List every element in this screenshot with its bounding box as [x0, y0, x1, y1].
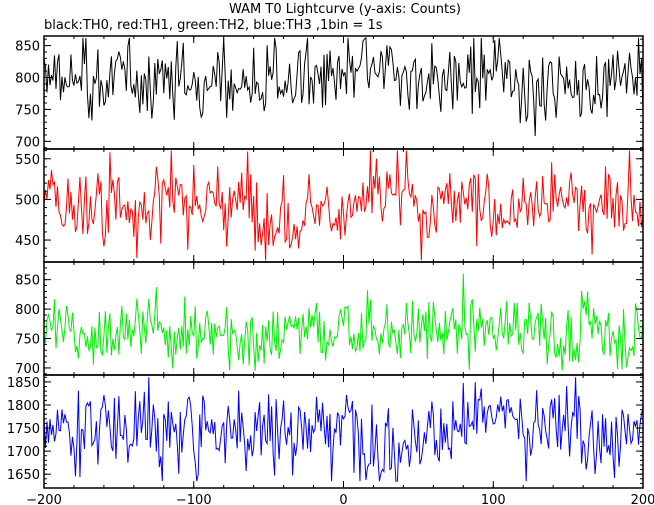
y-tick-label: 850 [15, 40, 40, 55]
x-tick-label: 100 [481, 493, 506, 505]
series-line-th1 [44, 150, 643, 261]
x-tick-label: −100 [176, 493, 212, 505]
chart-subtitle: black:TH0, red:TH1, green:TH2, blue:TH3 … [44, 18, 383, 33]
panel-th1: 450 500 550 [15, 148, 644, 263]
y-tick-label: 750 [15, 103, 40, 118]
x-tick-label: 0 [339, 493, 347, 505]
panel-th2: 700 750 800 850 [15, 261, 644, 377]
y-tick-label: 450 [15, 234, 40, 249]
series-line-th0 [44, 37, 643, 136]
x-tick-label: −200 [26, 493, 62, 505]
panels: 700 750 800 850 450 500 550 700 750 800 850 1650 170… [7, 35, 654, 505]
y-tick-label: 1850 [7, 376, 40, 391]
series-line-th2 [44, 273, 643, 371]
y-tick-label: 750 [15, 333, 40, 348]
y-tick-label: 800 [15, 303, 40, 318]
y-tick-label: 1750 [7, 422, 40, 437]
panel-th3: 1650 1700 1750 1800 1850 [7, 374, 644, 489]
x-tick-label: 200 [631, 493, 654, 505]
y-tick-label: 1700 [7, 445, 40, 460]
series-line-th3 [44, 377, 643, 482]
y-tick-label: 700 [15, 135, 40, 150]
y-tick-label: 1650 [7, 468, 40, 483]
y-tick-label: 850 [15, 274, 40, 289]
y-tick-label: 500 [15, 193, 40, 208]
chart-title: WAM T0 Lightcurve (y-axis: Counts) [229, 2, 461, 17]
y-tick-label: 800 [15, 71, 40, 86]
y-tick-label: 700 [15, 362, 40, 377]
y-tick-label: 550 [15, 153, 40, 168]
panel-th0: 700 750 800 850 [15, 35, 644, 150]
y-tick-label: 1800 [7, 399, 40, 414]
